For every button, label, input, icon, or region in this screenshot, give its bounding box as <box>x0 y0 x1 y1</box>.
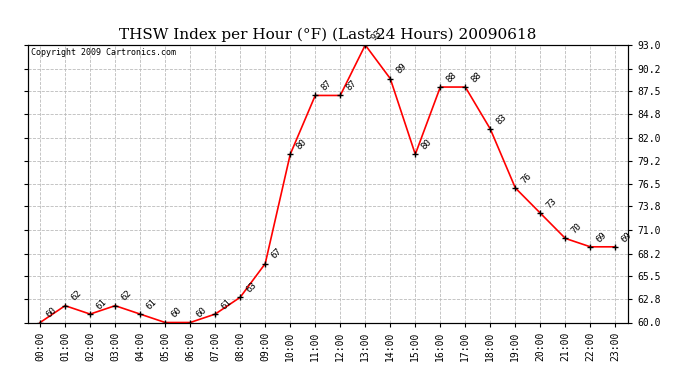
Text: 88: 88 <box>469 70 484 84</box>
Text: 69: 69 <box>620 230 633 244</box>
Text: 60: 60 <box>169 306 184 320</box>
Text: 67: 67 <box>269 247 284 261</box>
Text: 60: 60 <box>44 306 58 320</box>
Text: 61: 61 <box>219 297 233 311</box>
Title: THSW Index per Hour (°F) (Last 24 Hours) 20090618: THSW Index per Hour (°F) (Last 24 Hours)… <box>119 28 536 42</box>
Text: 87: 87 <box>344 79 358 93</box>
Text: 60: 60 <box>195 306 208 320</box>
Text: 80: 80 <box>295 138 308 152</box>
Text: 76: 76 <box>520 171 533 185</box>
Text: 88: 88 <box>444 70 458 84</box>
Text: 70: 70 <box>569 222 584 236</box>
Text: 80: 80 <box>420 138 433 152</box>
Text: 61: 61 <box>95 297 108 311</box>
Text: 93: 93 <box>369 28 384 42</box>
Text: 87: 87 <box>319 79 333 93</box>
Text: 69: 69 <box>595 230 609 244</box>
Text: 61: 61 <box>144 297 158 311</box>
Text: 89: 89 <box>395 62 408 76</box>
Text: 83: 83 <box>495 112 509 126</box>
Text: 62: 62 <box>69 289 83 303</box>
Text: Copyright 2009 Cartronics.com: Copyright 2009 Cartronics.com <box>30 48 175 57</box>
Text: 73: 73 <box>544 196 558 210</box>
Text: 63: 63 <box>244 280 258 294</box>
Text: 62: 62 <box>119 289 133 303</box>
